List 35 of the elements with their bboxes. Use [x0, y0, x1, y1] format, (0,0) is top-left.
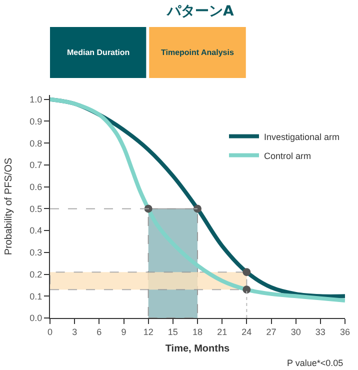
x-tick-label: 33 [315, 326, 326, 337]
chart-title: パターンA [166, 3, 234, 20]
x-tick-label: 3 [72, 326, 78, 337]
y-tick-label: 0.9 [30, 116, 42, 126]
y-tick-label: 0.6 [30, 182, 42, 192]
x-tick-label: 21 [217, 326, 228, 337]
y-axis-title: Probability of PFS/OS [4, 158, 15, 256]
y-tick-label: 0.7 [30, 160, 42, 170]
y-tick-label: 0.2 [30, 269, 42, 280]
text: Median Duration [67, 48, 130, 57]
y-tick-label: 1.0 [30, 94, 42, 105]
x-tick-label: 36 [340, 326, 350, 337]
x-tick-label: 6 [96, 326, 102, 337]
y-tick-label: 0.0 [30, 313, 42, 324]
x-tick-label: 15 [168, 326, 178, 337]
y-tick-label: 0.4 [30, 226, 42, 236]
x-tick-label: 18 [192, 326, 203, 337]
legend-label: Investigational arm [264, 132, 340, 142]
point [242, 268, 251, 276]
x-tick-label: 27 [266, 326, 276, 337]
y-tick-label: 0.8 [30, 138, 42, 148]
x-tick-label: 9 [121, 326, 126, 337]
point [242, 286, 251, 294]
text: Timepoint Analysis [161, 48, 234, 57]
point [194, 204, 202, 213]
y-tick-label: 0.3 [30, 248, 42, 258]
y-tick-label: 0.5 [30, 204, 42, 214]
x-tick-label: 12 [143, 326, 154, 337]
legend-label: Control arm [264, 150, 312, 161]
y-tick-label: 0.1 [30, 291, 42, 302]
x-tick-label: 0 [47, 326, 53, 337]
text: P value*<0.05 [287, 358, 344, 368]
x-axis-title: Time, Months [165, 343, 230, 354]
x-tick-label: 24 [242, 326, 252, 337]
x-tick-label: 30 [290, 326, 301, 337]
